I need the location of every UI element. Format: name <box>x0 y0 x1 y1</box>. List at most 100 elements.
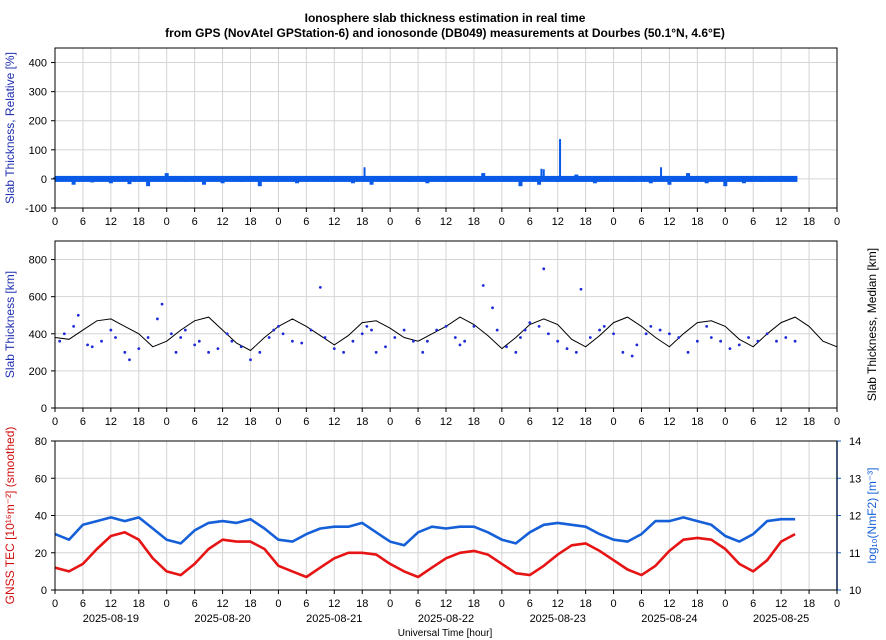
slab-thickness-point <box>765 332 769 336</box>
y-tick-label: 60 <box>35 473 47 485</box>
slab-thickness-point <box>100 339 103 343</box>
relative-value-bar <box>779 177 784 179</box>
x-tick-label: 12 <box>775 216 787 228</box>
x-tick-label: 18 <box>468 598 480 610</box>
relative-value-bar <box>462 177 467 179</box>
x-tick-label: 6 <box>638 216 644 228</box>
slab-thickness-point <box>444 324 448 328</box>
slab-thickness-point <box>505 345 508 349</box>
slab-thickness-point <box>695 339 699 343</box>
slab-thickness-point <box>384 345 387 349</box>
slab-thickness-point <box>281 332 285 336</box>
relative-value-bar <box>369 178 374 185</box>
slab-thickness-point <box>332 347 336 351</box>
x-tick-label: 0 <box>387 416 393 428</box>
relative-value-bar <box>611 178 616 181</box>
x-tick-label: 0 <box>722 416 728 428</box>
x-tick-label: 18 <box>803 416 815 428</box>
slab-thickness-point <box>491 306 494 310</box>
slab-thickness-point <box>76 313 80 317</box>
x-tick-label: 6 <box>80 216 86 228</box>
x-tick-label: 18 <box>133 416 145 428</box>
slab-thickness-point <box>290 339 294 343</box>
x-tick-label: 12 <box>552 216 564 228</box>
x-tick-label: 18 <box>580 416 592 428</box>
slab-thickness-point <box>239 345 243 349</box>
x-tick-label: 12 <box>663 598 675 610</box>
x-tick-label: 6 <box>638 598 644 610</box>
x-tick-label: 12 <box>440 416 452 428</box>
relative-value-bar <box>276 178 281 182</box>
slab-thickness-point <box>109 328 113 332</box>
date-label: 2025-08-19 <box>83 613 139 625</box>
relative-value-bar <box>537 178 542 185</box>
relative-value-bar <box>592 178 597 184</box>
x-tick-label: 0 <box>275 216 281 228</box>
x-tick-label: 12 <box>440 598 452 610</box>
right-y-tick-label: 14 <box>849 436 861 448</box>
slab-thickness-point <box>146 336 150 339</box>
x-tick-label: 12 <box>775 416 787 428</box>
relative-value-bar <box>723 178 728 187</box>
slab-thickness-point <box>249 358 252 362</box>
slab-thickness-point <box>258 350 262 354</box>
x-tick-label: 0 <box>52 216 58 228</box>
x-tick-label: 0 <box>499 598 505 610</box>
x-tick-label: 6 <box>192 598 198 610</box>
slab-thickness-point <box>425 339 429 343</box>
y-tick-label: 40 <box>35 511 47 523</box>
slab-thickness-point <box>793 339 797 343</box>
slab-thickness-point <box>756 339 760 343</box>
y-tick-label: 300 <box>29 87 47 99</box>
slab-thickness-point <box>453 336 457 339</box>
slab-thickness-point <box>156 317 159 321</box>
x-tick-label: 0 <box>722 598 728 610</box>
x-tick-label: 12 <box>440 216 452 228</box>
slab-thickness-point <box>649 324 653 328</box>
x-tick-label: 12 <box>552 416 564 428</box>
tec-line <box>54 531 796 579</box>
x-tick-label: 18 <box>468 216 480 228</box>
x-tick-label: 0 <box>611 416 617 428</box>
date-label: 2025-08-23 <box>530 613 586 625</box>
relative-value-bar <box>760 178 765 182</box>
slab-thickness-point <box>737 343 741 347</box>
slab-thickness-point <box>542 267 546 271</box>
slab-thickness-point <box>123 350 127 354</box>
relative-value-bar <box>630 178 635 182</box>
slab-thickness-point <box>230 339 234 343</box>
x-tick-label: 0 <box>52 416 58 428</box>
x-tick-label: 12 <box>105 598 117 610</box>
right-y-axis-label: log₁₀(NmF2) [m⁻³] <box>865 467 879 563</box>
right-y-tick-label: 10 <box>849 585 861 597</box>
slab-thickness-point <box>588 336 592 339</box>
slab-thickness-point <box>128 358 131 362</box>
y-axis-label: Slab Thickness, Relative [%] <box>3 52 17 204</box>
x-tick-label: 0 <box>834 216 840 228</box>
x-tick-label: 6 <box>303 416 309 428</box>
x-tick-label: 6 <box>750 416 756 428</box>
slab-thickness-point <box>309 328 313 332</box>
slab-thickness-point <box>421 350 425 354</box>
right-y-tick-label: 12 <box>849 511 861 523</box>
x-tick-label: 6 <box>527 216 533 228</box>
relative-value-bar <box>295 178 300 184</box>
relative-value-bar <box>388 178 393 181</box>
date-label: 2025-08-21 <box>306 613 362 625</box>
slab-thickness-point <box>365 324 369 328</box>
slab-thickness-point <box>160 302 164 306</box>
x-tick-label: 6 <box>80 416 86 428</box>
x-tick-label: 12 <box>105 216 117 228</box>
x-tick-label: 18 <box>468 416 480 428</box>
x-tick-label: 12 <box>328 416 340 428</box>
y-tick-label: 400 <box>29 329 47 341</box>
relative-value-bar <box>444 178 448 182</box>
y-axis-label: Slab Thickness [km] <box>3 271 17 378</box>
relative-value-bar <box>183 178 188 182</box>
x-tick-label: 0 <box>499 416 505 428</box>
slab-thickness-point <box>393 336 397 339</box>
relative-value-bar <box>425 178 430 184</box>
slab-thickness-point <box>72 324 76 328</box>
